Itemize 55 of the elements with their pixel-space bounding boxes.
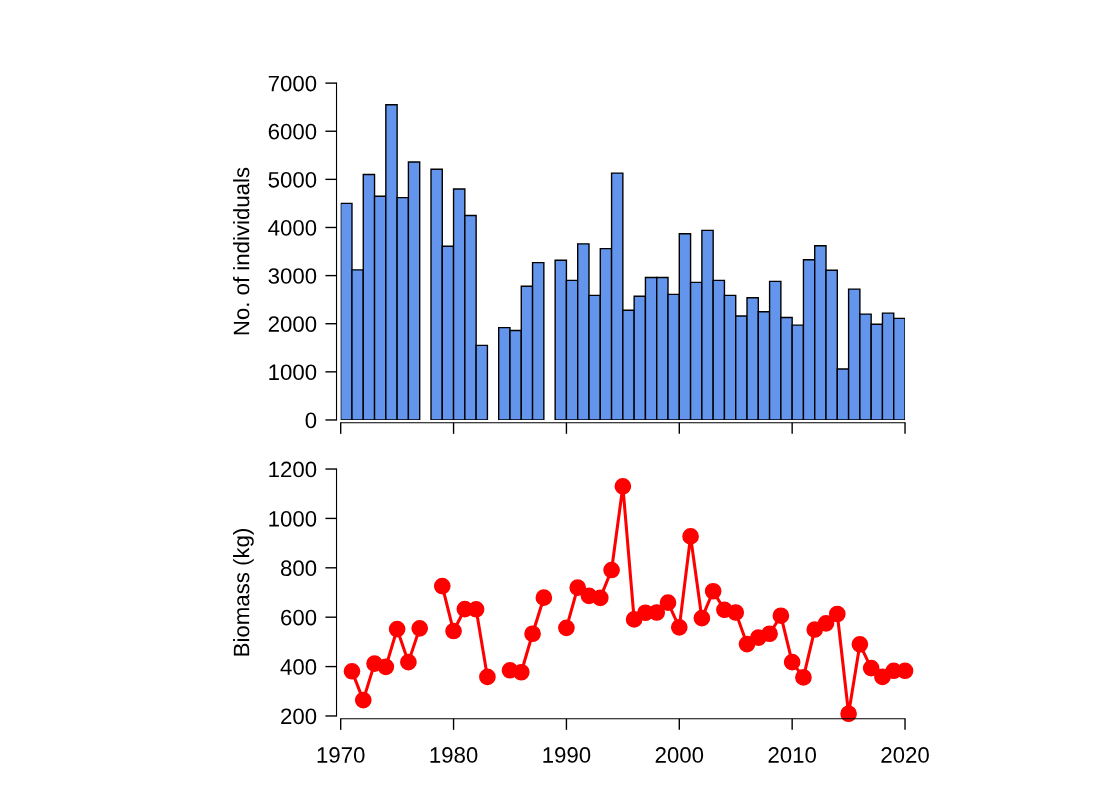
y-tick-label: 200 [281, 708, 317, 725]
y-axis-title: Biomass (kg) [233, 529, 254, 656]
point [445, 622, 462, 640]
y-tick-label: 2000 [268, 316, 317, 332]
point [795, 669, 812, 686]
point [524, 625, 541, 643]
y-tick-label: 6000 [268, 123, 317, 140]
point [603, 561, 620, 579]
point [354, 691, 372, 709]
y-tick-label: 5000 [268, 171, 317, 188]
point [343, 662, 361, 680]
point [851, 636, 869, 653]
y-tick-label: 800 [280, 560, 317, 577]
point [659, 594, 677, 611]
y-tick-label: 0 [305, 412, 317, 429]
y-axis-title: No. of individuals [233, 167, 250, 335]
x-tick-label: 1990 [543, 747, 591, 763]
point [840, 705, 857, 723]
point [512, 663, 530, 681]
y-tick-label: 1000 [269, 510, 317, 527]
x-tick-label: 2000 [655, 747, 704, 763]
y-tick-label: 7000 [268, 75, 317, 92]
point [614, 477, 632, 495]
point [388, 620, 406, 638]
point [591, 589, 609, 607]
point [862, 659, 880, 677]
y-tick-label: 600 [281, 609, 317, 626]
point [783, 653, 801, 671]
y-tick-label: 1200 [269, 461, 317, 478]
point [817, 615, 835, 632]
point [569, 579, 587, 596]
point [772, 607, 790, 625]
x-tick-label: 1980 [430, 747, 478, 763]
y-tick-label: 1000 [269, 364, 317, 381]
point [727, 604, 745, 621]
y-tick-label: 4000 [268, 220, 317, 236]
point [828, 605, 846, 623]
x-tick-label: 1970 [317, 747, 365, 763]
point [535, 589, 553, 607]
point [558, 619, 575, 637]
point [761, 625, 778, 643]
point [704, 582, 722, 600]
point [400, 653, 417, 671]
point [682, 528, 699, 545]
point [479, 668, 496, 686]
y-tick-label: 400 [280, 659, 317, 675]
point [693, 609, 711, 627]
point [670, 618, 688, 636]
y-tick-label: 3000 [268, 268, 317, 284]
point [648, 604, 666, 621]
point [433, 577, 451, 595]
x-tick-label: 2020 [881, 747, 929, 763]
point [377, 658, 395, 676]
x-tick-label: 2010 [768, 747, 817, 763]
point [411, 619, 429, 637]
